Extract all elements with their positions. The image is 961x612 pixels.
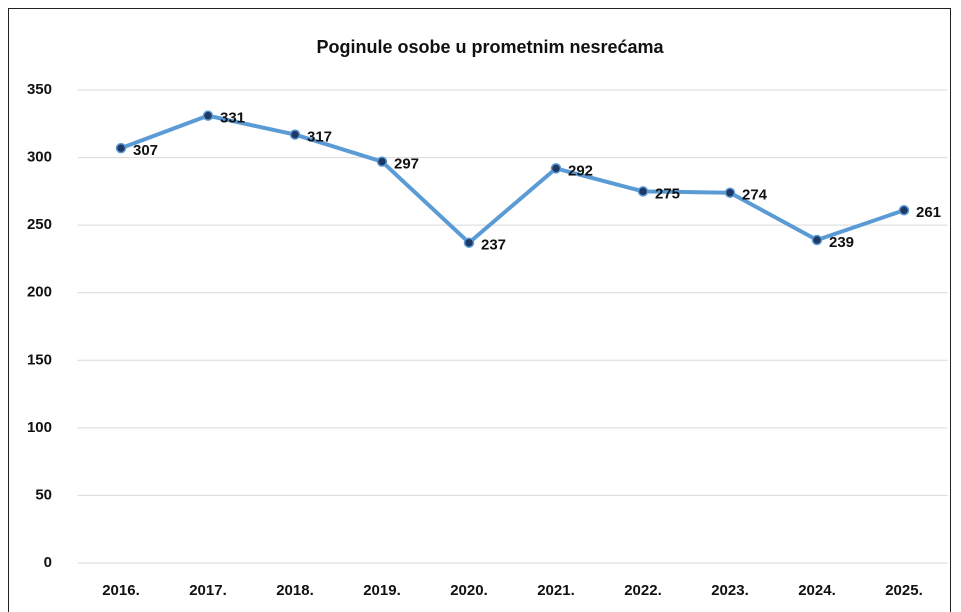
data-label: 317 bbox=[307, 129, 332, 146]
y-tick-label: 350 bbox=[27, 81, 52, 98]
x-tick-label: 2023. bbox=[711, 582, 749, 599]
marker bbox=[811, 234, 823, 246]
x-tick-label: 2024. bbox=[798, 582, 836, 599]
marker bbox=[463, 237, 475, 248]
x-tick-label: 2021. bbox=[537, 582, 575, 599]
data-label: 274 bbox=[742, 187, 768, 204]
y-tick-label: 250 bbox=[27, 216, 52, 233]
marker bbox=[724, 187, 736, 198]
x-tick-label: 2025. bbox=[885, 582, 923, 599]
marker bbox=[898, 205, 910, 216]
line bbox=[120, 113, 905, 245]
marker bbox=[289, 129, 301, 140]
y-tick-label: 100 bbox=[27, 419, 52, 436]
y-tick-label: 300 bbox=[27, 149, 52, 166]
y-tick-label: 0 bbox=[44, 554, 52, 571]
x-tick-label: 2016. bbox=[102, 582, 140, 599]
chart-title: Poginule osobe u prometnim nesrećama bbox=[316, 37, 664, 57]
data-label: 275 bbox=[655, 185, 680, 202]
data-label: 307 bbox=[133, 142, 158, 159]
data-label: 261 bbox=[916, 204, 941, 221]
marker bbox=[637, 186, 649, 197]
data-label: 237 bbox=[481, 237, 506, 254]
y-tick-label: 50 bbox=[35, 486, 52, 503]
x-tick-label: 2017. bbox=[189, 582, 227, 599]
data-label: 292 bbox=[568, 162, 593, 179]
data-label: 297 bbox=[394, 156, 419, 173]
data-label: 239 bbox=[829, 234, 854, 251]
chart-border bbox=[8, 8, 951, 612]
data-label: 331 bbox=[220, 110, 245, 127]
x-tick-label: 2018. bbox=[276, 582, 314, 599]
marker bbox=[202, 110, 214, 121]
marker bbox=[376, 156, 388, 167]
marker bbox=[550, 163, 562, 174]
x-tick-label: 2020. bbox=[450, 582, 488, 599]
y-tick-label: 150 bbox=[27, 351, 52, 368]
x-tick-label: 2019. bbox=[363, 582, 401, 599]
x-tick-label: 2022. bbox=[624, 582, 662, 599]
marker bbox=[115, 142, 127, 154]
y-tick-label: 200 bbox=[27, 284, 52, 301]
